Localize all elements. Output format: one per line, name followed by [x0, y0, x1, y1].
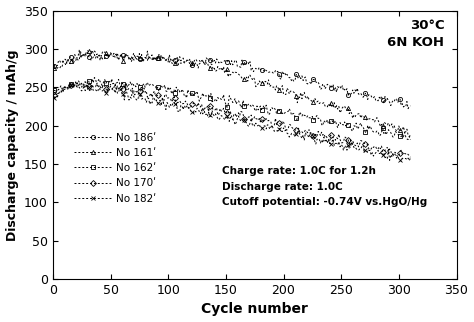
No 162ʹ [91, 76, 97, 80]
No 186ʹ [222, 59, 228, 62]
No 186ʹ [93, 56, 99, 60]
No 182ʹ [379, 151, 384, 155]
No 161ʹ [164, 60, 170, 64]
No 161ʹ [89, 48, 95, 52]
No 170ʹ [222, 110, 228, 114]
No 170ʹ [149, 95, 155, 99]
No 182ʹ [207, 113, 212, 117]
No 162ʹ [408, 138, 413, 142]
No 182ʹ [408, 156, 413, 160]
No 161ʹ [207, 66, 212, 70]
No 182ʹ [149, 101, 155, 105]
No 170ʹ [93, 85, 99, 89]
Line: No 162ʹ: No 162ʹ [52, 75, 412, 142]
Line: No 182ʹ: No 182ʹ [52, 82, 413, 164]
No 182ʹ [68, 83, 74, 87]
No 170ʹ [207, 104, 212, 108]
No 161ʹ [379, 122, 384, 126]
Legend: No 186ʹ, No 161ʹ, No 162ʹ, No 170ʹ, No 182ʹ: No 186ʹ, No 161ʹ, No 162ʹ, No 170ʹ, No 1… [70, 128, 160, 208]
No 186ʹ [405, 107, 411, 111]
No 162ʹ [51, 89, 57, 92]
No 186ʹ [51, 64, 57, 68]
No 161ʹ [408, 134, 413, 138]
No 170ʹ [379, 144, 384, 148]
No 186ʹ [149, 53, 155, 57]
No 186ʹ [408, 104, 413, 108]
No 182ʹ [51, 96, 57, 100]
Line: No 170ʹ: No 170ʹ [52, 79, 412, 159]
X-axis label: Cycle number: Cycle number [201, 302, 308, 317]
Text: 30°C
6N KOH: 30°C 6N KOH [387, 19, 445, 49]
No 186ʹ [379, 94, 384, 98]
No 161ʹ [51, 66, 57, 70]
Line: No 161ʹ: No 161ʹ [52, 48, 412, 138]
No 162ʹ [207, 96, 212, 100]
No 182ʹ [164, 100, 170, 104]
No 170ʹ [408, 155, 413, 159]
No 161ʹ [222, 71, 228, 75]
No 162ʹ [93, 77, 99, 81]
No 162ʹ [149, 82, 155, 86]
No 186ʹ [164, 56, 170, 60]
No 161ʹ [149, 57, 155, 61]
Y-axis label: Discharge capacity / mAh/g: Discharge capacity / mAh/g [6, 49, 18, 241]
No 182ʹ [398, 159, 404, 163]
No 162ʹ [222, 99, 228, 103]
No 182ʹ [93, 88, 99, 92]
No 182ʹ [222, 118, 228, 122]
No 162ʹ [379, 130, 384, 134]
No 186ʹ [76, 48, 82, 52]
No 161ʹ [93, 50, 99, 54]
Line: No 186ʹ: No 186ʹ [52, 48, 412, 111]
No 170ʹ [51, 93, 57, 97]
Text: Charge rate: 1.0C for 1.2h
Discharge rate: 1.0C
Cutoff potential: -0.74V vs.HgO/: Charge rate: 1.0C for 1.2h Discharge rat… [222, 166, 428, 207]
No 170ʹ [75, 79, 81, 82]
No 170ʹ [164, 96, 170, 100]
No 186ʹ [207, 58, 212, 62]
No 162ʹ [164, 90, 170, 93]
